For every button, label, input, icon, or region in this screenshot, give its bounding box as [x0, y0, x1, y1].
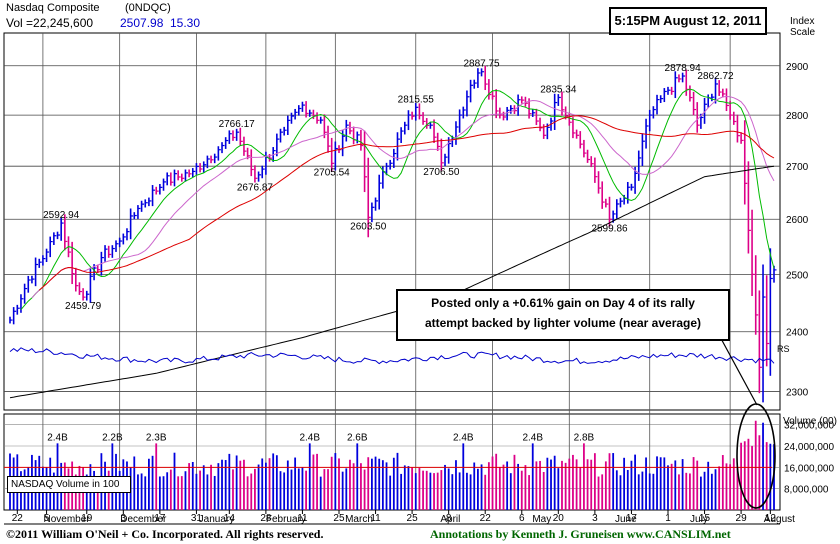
date-tick-label: 25 [407, 513, 419, 524]
date-tick-label: 31 [191, 513, 203, 524]
volume-tick-label: 24,000,000 [784, 442, 834, 453]
copyright: ©2011 William O'Neil + Co. Incorporated.… [6, 527, 324, 541]
rs-line [9, 347, 775, 365]
price-tick-label: 2300 [786, 388, 809, 399]
volume-title: Volume (00) [783, 416, 837, 427]
price-tick-label: 2600 [786, 215, 809, 226]
date-tick-label: 8 [446, 513, 452, 524]
price-label: 2878.94 [665, 63, 702, 74]
volume-legend: NASDAQ Volume in 100 [7, 476, 131, 493]
month-label: April [440, 514, 460, 525]
price-tick-label: 2900 [786, 62, 809, 73]
price-label: 2815.55 [398, 94, 435, 105]
price-panel-frame [3, 32, 781, 411]
date-tick-label: 14 [224, 513, 236, 524]
date-tick-label: 11 [370, 513, 381, 524]
annotation-pointer [717, 332, 758, 406]
scale-label-1: Index [790, 16, 815, 27]
price-label: 2599.86 [591, 223, 628, 234]
annotation-box: Posted only a +0.61% gain on Day 4 of it… [396, 289, 730, 341]
volume-tick-label: 16,000,000 [784, 463, 834, 474]
price-label: 2766.17 [219, 119, 256, 130]
chart-labels: 2592.94 2459.79 2766.17 2676.87 2705.54 2603.… [43, 59, 790, 509]
ma-10-line [20, 88, 775, 310]
date-tick-label: 17 [154, 513, 166, 524]
volume-readout: Vol =22,245,600 [6, 16, 94, 30]
month-label: November [43, 514, 90, 525]
ma-200-line [9, 165, 775, 399]
date-tick-label: 28 [260, 513, 272, 524]
volume-highlight-ellipse [736, 403, 776, 509]
scale-label-2: Scale [790, 27, 816, 38]
price-tick-label: 2700 [786, 162, 809, 173]
date-tick-label: 19 [81, 513, 93, 524]
volume-peak-label: 2.4B [47, 432, 68, 443]
index-name: Nasdaq Composite [6, 2, 100, 14]
date-tick-label: 25 [333, 513, 345, 524]
month-label: March [345, 514, 373, 525]
price-bars [9, 65, 777, 403]
date-tick-label: 5 [44, 513, 50, 524]
price-tick-label: 2400 [786, 328, 809, 339]
price-label: 2705.54 [314, 167, 351, 178]
volume-tick-label: 8,000,000 [784, 485, 829, 496]
price-label: 2862.72 [697, 71, 734, 82]
price-label: 2592.94 [43, 210, 80, 221]
annotation-line-1: Posted only a +0.61% gain on Day 4 of it… [431, 296, 695, 310]
last-price: 2507.98 [120, 16, 164, 30]
date-tick-label: 1 [665, 513, 671, 524]
month-label: August [764, 514, 795, 525]
volume-tick-label: 32,000,000 [784, 421, 834, 432]
date-tick-label: 12 [765, 513, 777, 524]
date-tick-label: 3 [592, 513, 598, 524]
volume-peak-label: 2.2B [102, 432, 123, 443]
index-symbol: (0NDQC) [125, 2, 171, 14]
date-tick-label: 3 [121, 513, 127, 524]
moving-averages [9, 88, 775, 399]
volume-peak-label: 2.6B [347, 432, 368, 443]
month-label: July [690, 514, 708, 525]
price-tick-label: 2800 [786, 111, 809, 122]
price-label: 2835.34 [540, 84, 577, 95]
price-tick-label: 2500 [786, 270, 809, 281]
date-tick-label: 6 [519, 513, 525, 524]
volume-panel-frame [3, 413, 781, 511]
volume-peak-label: 2.3B [146, 432, 167, 443]
rs-label: RS [777, 344, 790, 354]
credit: Annotations by Kenneth J. Gruneisen www.… [430, 527, 731, 541]
date-tick-label: 15 [699, 513, 711, 524]
volume-peak-label: 2.4B [453, 432, 474, 443]
date-tick-label: 29 [736, 513, 748, 524]
month-label: June [615, 514, 637, 525]
price-label: 2676.87 [237, 182, 274, 193]
chart-grid: 2300 2400 2500 2600 2700 2800 2900 32,000,000 24… [3, 32, 834, 525]
price-label: 2459.79 [65, 301, 102, 312]
timestamp-box: 5:15PM August 12, 2011 [609, 7, 767, 35]
volume-legend-text: NASDAQ Volume in 100 [11, 479, 120, 490]
month-label: January [199, 514, 235, 525]
price-label: 2887.75 [463, 59, 500, 70]
date-tick-label: 22 [480, 513, 492, 524]
ma-21-line [31, 95, 775, 299]
ma-50-line [38, 115, 775, 291]
price-label: 2603.50 [350, 221, 387, 232]
month-label: May [532, 514, 551, 525]
date-tick-label: 22 [12, 513, 24, 524]
month-label: February [266, 514, 306, 525]
date-tick-label: 20 [553, 513, 565, 524]
volume-peak-label: 2.4B [299, 432, 320, 443]
price-change: 15.30 [170, 16, 201, 30]
month-label: December [120, 514, 167, 525]
volume-peak-label: 2.4B [522, 432, 543, 443]
volume-peak-label: 2.8B [574, 432, 595, 443]
date-tick-label: 11 [297, 513, 308, 524]
timestamp: 5:15PM August 12, 2011 [614, 13, 762, 28]
annotation-line-2: attempt backed by lighter volume (near a… [424, 316, 702, 330]
date-tick-label: 17 [626, 513, 638, 524]
price-label: 2706.50 [423, 167, 460, 178]
